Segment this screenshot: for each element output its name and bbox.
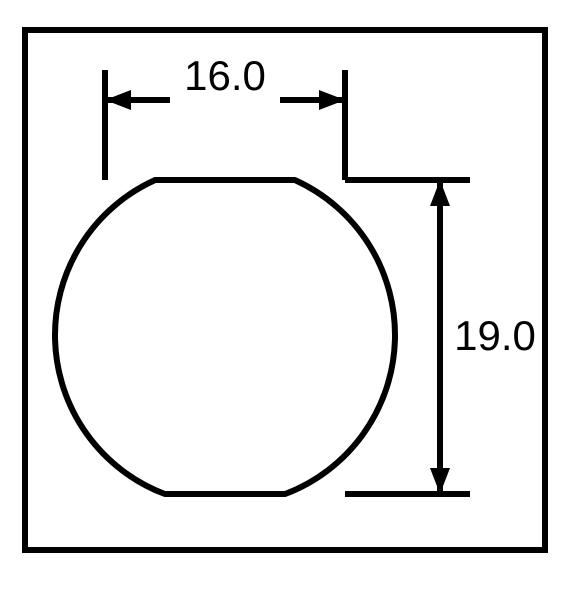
dimension-vertical-value: 19.0 (454, 312, 536, 359)
dimension-horizontal-value: 16.0 (184, 52, 266, 99)
